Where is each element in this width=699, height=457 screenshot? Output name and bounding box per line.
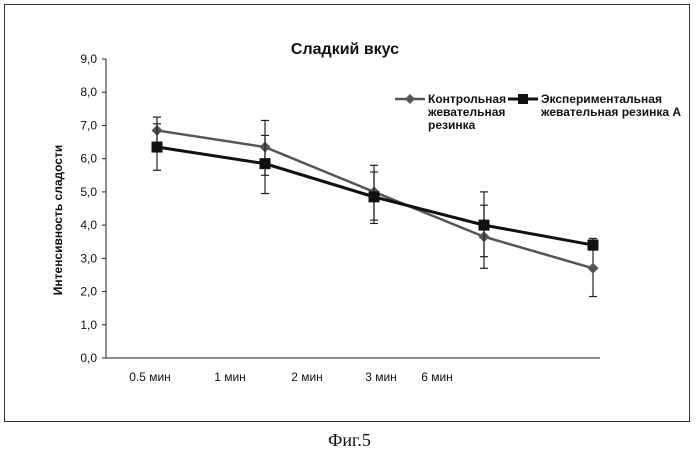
x-tick-labels: 0.5 мин 1 мин 2 мин 3 мин 6 мин: [129, 370, 453, 384]
data-point-square: [260, 158, 271, 169]
legend-marker-square: [518, 94, 528, 104]
y-axis-label: Интенсивность сладости: [51, 145, 65, 295]
x-tick-label: 6 мин: [421, 370, 453, 384]
y-tick-label: 6,0: [80, 152, 97, 166]
data-point-square: [588, 240, 599, 251]
y-tick-label: 7,0: [80, 118, 97, 132]
sweet-taste-line-chart: Сладкий вкус Интенсивность сладости 0,0 1…: [0, 0, 699, 425]
data-point-square: [479, 220, 490, 231]
x-tick-label: 0.5 мин: [129, 370, 171, 384]
data-point-square: [152, 142, 163, 153]
y-tick-label: 8,0: [80, 85, 97, 99]
series-1: [152, 117, 599, 296]
series-lines: [152, 117, 599, 296]
y-tick-label: 3,0: [80, 251, 97, 265]
legend-label: Экспериментальная: [541, 92, 662, 106]
data-point-diamond: [588, 263, 599, 274]
legend-marker-diamond: [405, 94, 415, 104]
x-tick-label: 2 мин: [291, 370, 323, 384]
y-tick-label: 2,0: [80, 285, 97, 299]
legend-label: жевательная резинка A: [540, 105, 681, 119]
legend-label: жевательная: [427, 105, 505, 119]
data-point-square: [369, 191, 380, 202]
y-tick-labels: 0,0 1,0 2,0 3,0 4,0 5,0 6,0 7,0 8,0 9,0: [80, 52, 106, 365]
legend-item-1: Контрольнаяжевательнаярезинка: [395, 92, 506, 132]
y-tick-label: 9,0: [80, 52, 97, 66]
x-tick-label: 1 мин: [214, 370, 246, 384]
legend: КонтрольнаяжевательнаярезинкаЭксперимент…: [395, 92, 681, 132]
y-tick-label: 5,0: [80, 185, 97, 199]
legend-item-2: Экспериментальнаяжевательная резинка A: [508, 92, 681, 119]
figure-caption: Фиг.5: [0, 430, 699, 451]
y-tick-label: 1,0: [80, 318, 97, 332]
y-tick-label: 4,0: [80, 218, 97, 232]
y-tick-label: 0,0: [80, 351, 97, 365]
chart-title: Сладкий вкус: [291, 41, 399, 58]
legend-label: резинка: [428, 118, 476, 132]
x-tick-label: 3 мин: [365, 370, 397, 384]
legend-label: Контрольная: [428, 92, 506, 106]
